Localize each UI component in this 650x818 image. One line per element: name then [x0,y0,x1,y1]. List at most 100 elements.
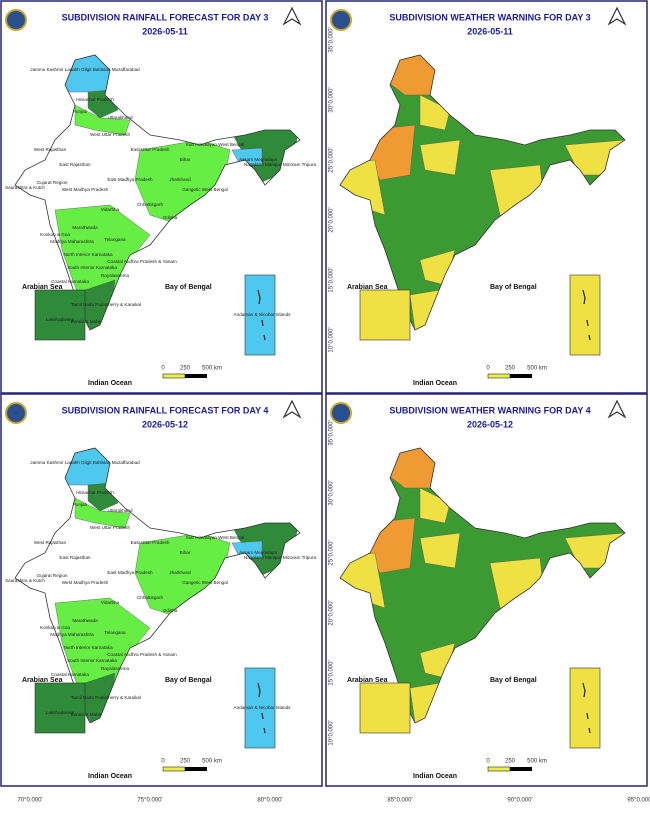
lon-tick-label: 90°0.000' [507,798,532,804]
panel-date: 2026-05-12 [467,419,513,429]
subdivision [231,540,263,559]
lat-tick-label: 35°0.000' [329,27,335,52]
sea-label: Arabian Sea [22,677,63,684]
scale-bar [510,767,532,771]
map-panel: SUBDIVISION RAINFALL FORECAST FOR DAY 3 2… [0,0,323,394]
region-label: Punjab [73,502,88,507]
subdivision [231,147,263,166]
islands [257,682,266,734]
lakshadweep-inset [359,682,411,734]
north-arrow [607,6,627,26]
region-label: Odisha [163,215,178,220]
region-label: West Uttar Pradesh [90,132,130,137]
scale-label: 0 [161,366,165,372]
region-label: North Interior Karnataka [63,645,112,650]
region-label: South Interior Karnataka [67,265,117,270]
lakshadweep-inset [359,289,411,341]
scale-bar [487,373,511,379]
region-label: Coastal Karnataka [51,279,89,284]
region-label: Coastal Andhra Pradesh & Yanam [107,259,177,264]
region-label: East Madhya Pradesh [107,570,153,575]
region-label: Marathwada [72,618,98,623]
region-label: Coastal Karnataka [51,672,89,677]
india-outline [339,447,626,724]
north-arrow [282,6,302,26]
scale-bar [185,374,207,378]
region-label: Telangana [104,237,126,242]
region-label: Tamil Nadu Puducherry & Karaikal [71,695,141,700]
region-label: Himachal Pradesh [76,97,114,102]
region-label: Andaman & Nicobar Islands [234,312,292,317]
region-label: Himachal Pradesh [76,490,114,495]
region-label: Odisha [163,608,178,613]
north-arrow [607,399,627,419]
lat-tick-label: 15°0.000' [329,660,335,685]
region-label: Gangetic West Bengal [182,187,228,192]
lon-tick-label: 70°0.000' [17,798,42,804]
region-label: Sub Himalayan West Bengal [186,142,244,147]
region-label: East Uttar Pradesh [131,540,170,545]
region-label: Vidarbha [101,600,120,605]
region-label: Jammu Kashmir Ladakh Gilgit Baltistan Mu… [30,67,140,72]
lat-tick-label: 30°0.000' [329,87,335,112]
lat-tick-label: 20°0.000' [329,207,335,232]
panel-date: 2026-05-11 [467,26,513,36]
lat-tick-label: 10°0.000' [329,327,335,352]
scale-label: 250 [180,366,191,372]
andaman-inset [244,274,276,356]
region-label: Lakshadweep [46,317,75,322]
region-label: Konkan & Goa [40,232,70,237]
sea-label: Indian Ocean [413,380,457,387]
scale-label: 0 [161,759,165,765]
lon-tick-label: 85°0.000' [387,798,412,804]
region-label: East Uttar Pradesh [131,147,170,152]
scale-bar [487,766,511,772]
region-label: West Rajasthan [34,540,67,545]
sea-label: Bay of Bengal [490,284,537,291]
region-label: Madhya Maharashtra [50,632,94,637]
region-label: Lakshadweep [46,710,75,715]
region-label: Sub Himalayan West Bengal [186,535,244,540]
panel-date: 2026-05-11 [142,26,188,36]
india-outline [14,447,301,724]
scale-label: 0 [486,759,490,765]
scale-label: 500 km [527,366,547,372]
region-label: West Uttar Pradesh [90,525,130,530]
lat-tick-label: 15°0.000' [329,267,335,292]
sea-label: Indian Ocean [88,380,132,387]
andaman-inset [569,274,601,356]
region-label: Vidarbha [101,207,120,212]
map-panel: SUBDIVISION WEATHER WARNING FOR DAY 4 202… [325,393,648,787]
region-label: Chhattisgarh [137,595,163,600]
lat-tick-label: 35°0.000' [329,420,335,445]
scale-bar [162,766,186,772]
scale-label: 500 km [527,759,547,765]
sea-label: Arabian Sea [347,677,388,684]
region-label: Rayalaseema [101,273,130,278]
region-label: Bihar [180,157,191,162]
region-label: Gujarat Region [37,573,68,578]
logo [5,402,27,424]
region-label: Gujarat Region [37,180,68,185]
lon-tick-label: 95°0.000' [627,798,650,804]
region-label: Marathwada [72,225,98,230]
region-label: Uttarakhand [107,508,132,513]
region-label: Bihar [180,550,191,555]
sea-label: Indian Ocean [413,773,457,780]
region-label: Kerala & Mahe [71,319,102,324]
region-label: Nagaland Manipur Mizoram Tripura [244,555,316,560]
lat-tick-label: 20°0.000' [329,600,335,625]
region-label: Uttarakhand [107,115,132,120]
panel-title: SUBDIVISION WEATHER WARNING FOR DAY 4 [389,405,590,415]
region-label: East Madhya Pradesh [107,177,153,182]
region-label: Gangetic West Bengal [182,580,228,585]
region-label: West Madhya Pradesh [62,187,109,192]
scale-label: 250 [505,366,516,372]
region-label: Coastal Andhra Pradesh & Yanam [107,652,177,657]
panel-title: SUBDIVISION RAINFALL FORECAST FOR DAY 3 [62,12,269,22]
logo [5,9,27,31]
map-panel: SUBDIVISION RAINFALL FORECAST FOR DAY 4 2… [0,393,323,787]
panel-date: 2026-05-12 [142,419,188,429]
scale-label: 0 [486,366,490,372]
scale-bar [510,374,532,378]
